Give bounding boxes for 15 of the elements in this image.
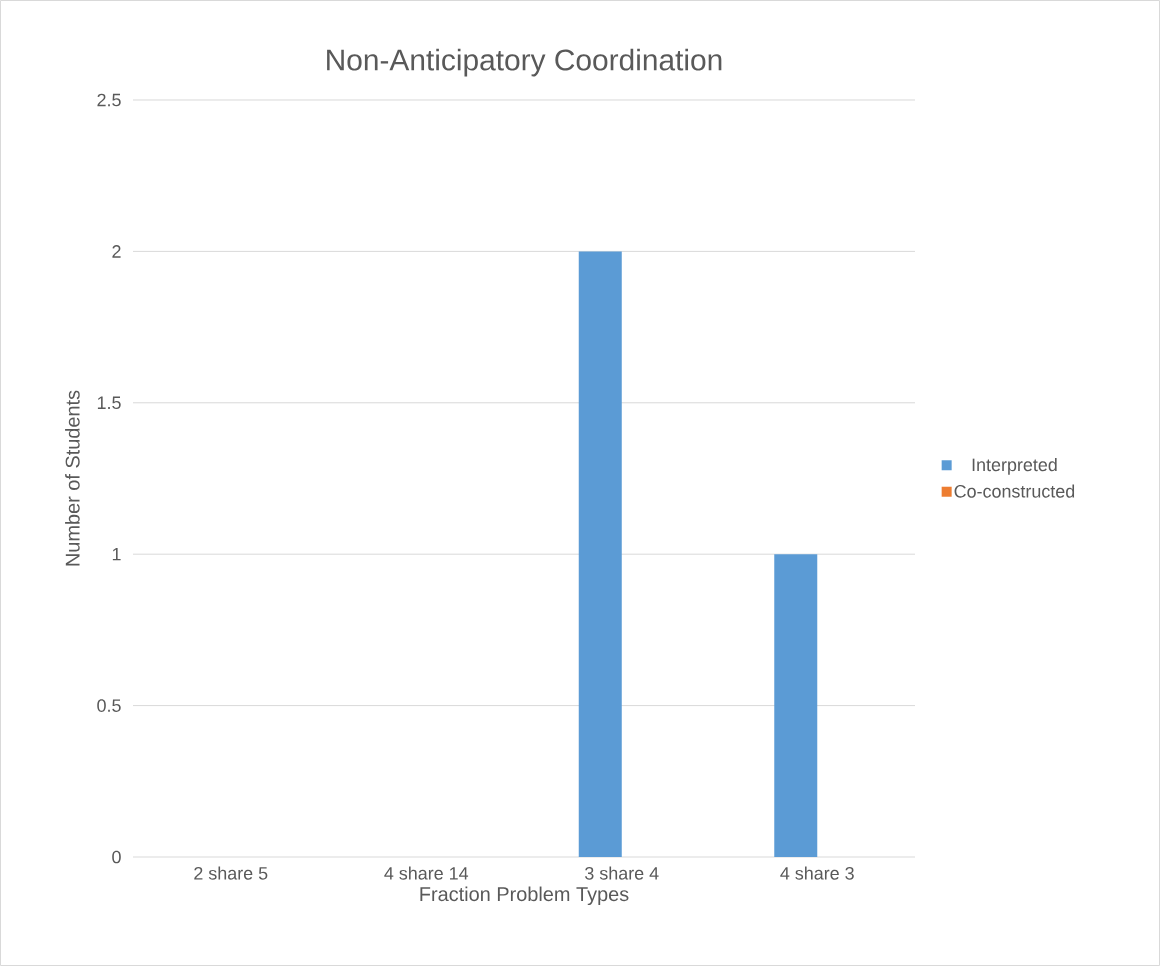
y-tick-label: 1.5 (97, 396, 121, 410)
x-tick-label: 4 share 3 (780, 866, 854, 880)
legend-label: Interpreted (972, 458, 1057, 475)
x-tick-label: 4 share 14 (384, 866, 469, 880)
chart-title: Non-Anticipatory Coordination (327, 48, 722, 77)
x-axis-title: Fraction Problem Types (420, 886, 629, 906)
x-tick-label: 2 share 5 (194, 866, 268, 880)
legend-label: Co-constructed (954, 484, 1075, 498)
x-tick-label: 3 share 4 (585, 866, 659, 880)
y-axis-title: Number of Students (65, 390, 80, 566)
y-tick-label: 2 (112, 245, 121, 258)
y-tick-label: 0.5 (97, 699, 121, 712)
y-tick-label: 1 (112, 548, 121, 561)
y-tick-label: 0 (112, 850, 121, 864)
y-tick-label: 2.5 (97, 93, 121, 107)
